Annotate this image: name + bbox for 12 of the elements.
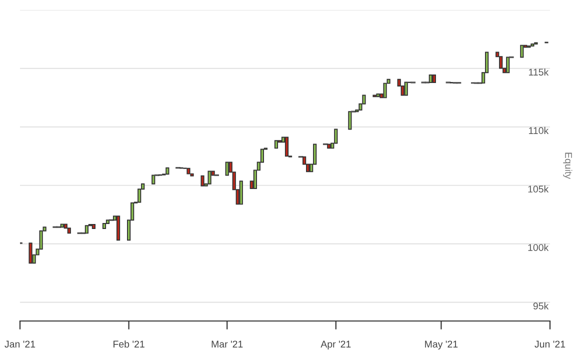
y-axis-title: Equity <box>563 152 572 179</box>
x-tick-label: May '21 <box>425 340 458 350</box>
y-tick-label: 115k <box>528 68 549 76</box>
x-tick-label: Jun '21 <box>534 340 566 348</box>
y-tick-label: 100k <box>528 244 549 251</box>
x-tick-label: Apr '21 <box>320 340 351 350</box>
y-tick-label: 110k <box>528 126 549 134</box>
y-tick-label: 95k <box>533 302 549 310</box>
x-tick-label: Feb '21 <box>114 340 144 348</box>
y-tick-label: 105k <box>528 185 549 193</box>
x-tick-label: Mar '21 <box>212 340 243 348</box>
x-tick-label: Jan '21 <box>4 340 36 348</box>
